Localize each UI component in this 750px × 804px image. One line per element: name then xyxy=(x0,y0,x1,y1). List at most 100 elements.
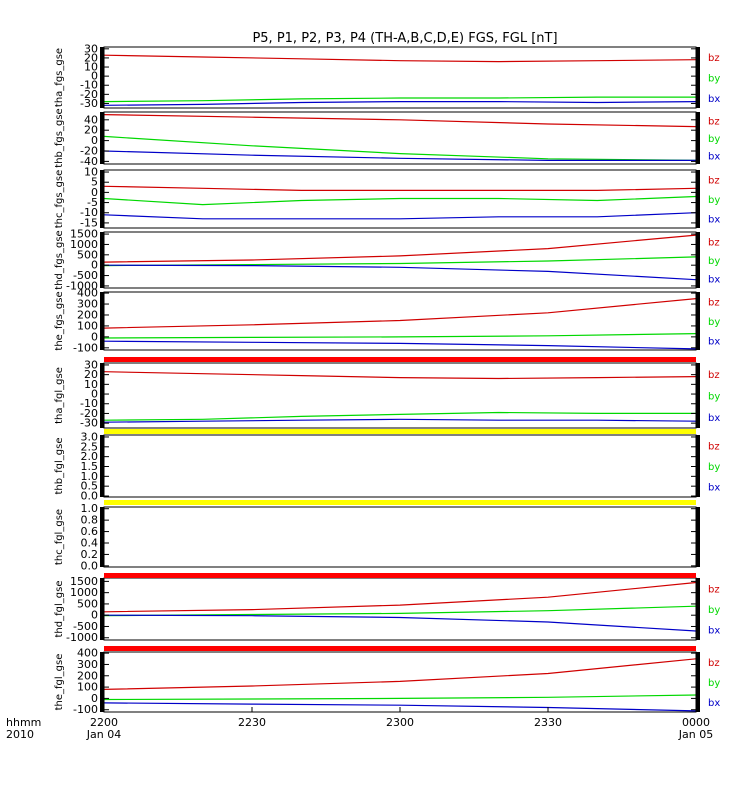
series-line-bx xyxy=(103,100,697,106)
x-tick-label: 0000 xyxy=(682,716,710,729)
series-line-bz xyxy=(103,234,697,263)
y-axis-label: tha_fgs_gse xyxy=(54,48,65,107)
legend-entry-bz: bz xyxy=(708,298,720,309)
right-edge-strip xyxy=(696,363,700,428)
y-tick-label: 1.5 xyxy=(81,460,99,473)
y-tick-label: -10 xyxy=(80,206,98,219)
legend-entry-bz: bz xyxy=(708,370,720,381)
y-axis-label: thd_fgl_gse xyxy=(54,581,65,638)
right-edge-strip xyxy=(696,435,700,497)
legend-entry-by: by xyxy=(708,462,720,473)
y-tick-label: 0 xyxy=(91,330,98,343)
panel-frame xyxy=(103,231,697,289)
y-axis-label: thb_fgl_gse xyxy=(54,438,65,495)
panel-frame xyxy=(103,111,697,165)
legend-entry-bz: bz xyxy=(708,441,720,452)
y-tick-label: 20 xyxy=(84,124,98,137)
y-tick-label: -15 xyxy=(80,216,98,229)
right-edge-strip xyxy=(696,232,700,288)
left-edge-strip xyxy=(100,292,104,350)
y-tick-label: 1000 xyxy=(70,586,98,599)
y-tick-label: 20 xyxy=(84,368,98,381)
y-tick-label: -10 xyxy=(80,79,98,92)
panel-frame xyxy=(103,169,697,229)
legend-entry-bz: bz xyxy=(708,53,720,64)
y-tick-label: -1000 xyxy=(66,631,98,644)
y-tick-label: 0.0 xyxy=(81,559,99,572)
y-axis-label: thc_fgs_gse xyxy=(54,170,65,229)
legend-entry-bz: bz xyxy=(708,237,720,248)
y-tick-label: -100 xyxy=(73,341,98,354)
series-line-by xyxy=(103,333,697,339)
series-line-by xyxy=(103,411,696,421)
y-tick-label: 1500 xyxy=(70,575,98,588)
y-tick-label: 0.5 xyxy=(81,480,99,493)
y-tick-label: 0.2 xyxy=(81,548,99,561)
y-tick-label: 200 xyxy=(77,669,98,682)
right-edge-strip xyxy=(696,170,700,228)
y-tick-label: 2.5 xyxy=(81,440,99,453)
y-tick-label: 20 xyxy=(84,51,98,64)
figure-title: P5, P1, P2, P3, P4 (TH-A,B,C,D,E) FGS, F… xyxy=(252,31,557,46)
legend-entry-by: by xyxy=(708,392,720,403)
y-tick-label: 500 xyxy=(77,248,98,261)
y-tick-label: 1500 xyxy=(70,228,98,241)
legend-entry-bx: bx xyxy=(708,483,720,494)
y-tick-label: 200 xyxy=(77,308,98,321)
y-tick-label: 0 xyxy=(91,609,98,622)
y-tick-label: 0 xyxy=(91,186,98,199)
y-tick-label: 500 xyxy=(77,597,98,610)
y-tick-label: 0.4 xyxy=(81,537,99,550)
legend-entry-bx: bx xyxy=(708,626,720,637)
right-edge-strip xyxy=(696,652,700,712)
y-tick-label: 10 xyxy=(84,61,98,74)
y-tick-label: 0 xyxy=(91,259,98,272)
right-edge-strip xyxy=(696,292,700,350)
left-edge-strip xyxy=(100,170,104,228)
y-axis-label: the_fgl_gse xyxy=(54,654,65,711)
legend-entry-by: by xyxy=(708,605,720,616)
legend-entry-bz: bz xyxy=(708,117,720,128)
panel-frame xyxy=(103,506,697,568)
legend-entry-by: by xyxy=(708,317,720,328)
series-line-bx xyxy=(103,150,696,161)
legend-entry-bz: bz xyxy=(708,658,720,669)
y-tick-label: -500 xyxy=(73,620,98,633)
series-line-bx xyxy=(103,340,697,350)
y-tick-label: 400 xyxy=(77,647,98,660)
left-edge-strip xyxy=(100,507,104,567)
series-line-by xyxy=(103,694,697,701)
panel-frame xyxy=(103,291,697,351)
y-tick-label: 2.0 xyxy=(81,450,99,463)
y-tick-label: 300 xyxy=(77,658,98,671)
series-line-bz xyxy=(103,371,697,380)
y-tick-label: -30 xyxy=(80,417,98,430)
series-line-bz xyxy=(103,54,697,63)
panel-frame xyxy=(103,362,697,429)
legend-entry-by: by xyxy=(708,195,720,206)
legend-entry-bx: bx xyxy=(708,698,720,709)
series-line-bx xyxy=(103,264,697,281)
status-bar-yellow xyxy=(104,429,696,434)
series-line-bx xyxy=(103,212,697,220)
x-tick-label: 2330 xyxy=(534,716,562,729)
panel-8: 1.00.80.60.40.20.0 thc_fgl_gse xyxy=(54,502,700,572)
y-tick-label: 0.6 xyxy=(81,525,99,538)
right-edge-strip xyxy=(696,578,700,640)
y-tick-label: 300 xyxy=(77,298,98,311)
legend-entry-bx: bx xyxy=(708,214,720,225)
y-axis-label: tha_fgl_gse xyxy=(54,367,65,424)
legend-entry-by: by xyxy=(708,74,720,85)
y-tick-label: 0.8 xyxy=(81,514,99,527)
y-tick-label: 10 xyxy=(84,166,98,179)
right-edge-strip xyxy=(696,507,700,567)
left-edge-strip xyxy=(100,363,104,428)
x-tick-date: Jan 05 xyxy=(678,728,713,741)
y-tick-label: 30 xyxy=(84,358,98,371)
